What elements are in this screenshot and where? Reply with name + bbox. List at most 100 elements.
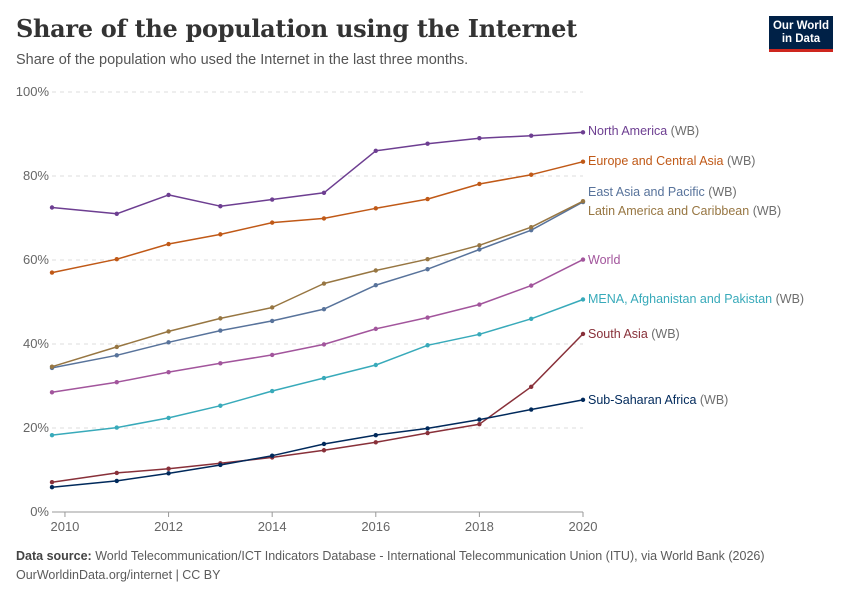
data-point[interactable]	[166, 340, 171, 345]
data-point[interactable]	[114, 478, 119, 484]
data-point[interactable]	[114, 256, 119, 262]
data-point[interactable]	[49, 270, 55, 275]
series-label-europe-and-central-asia[interactable]: Europe and Central Asia (WB)	[588, 154, 755, 168]
series-line[interactable]	[51, 160, 584, 274]
series-europe-and-central-asia[interactable]	[49, 159, 586, 275]
data-point[interactable]	[49, 432, 55, 438]
data-point[interactable]	[218, 316, 223, 321]
data-point[interactable]	[114, 211, 119, 216]
data-point[interactable]	[166, 192, 171, 198]
series-label-mena-afghanistan-and-pakistan[interactable]: MENA, Afghanistan and Pakistan (WB)	[588, 292, 804, 306]
series-line[interactable]	[51, 131, 584, 215]
data-point[interactable]	[269, 388, 275, 394]
data-point[interactable]	[580, 397, 586, 403]
data-point[interactable]	[321, 190, 327, 195]
data-point[interactable]	[425, 141, 430, 146]
data-point[interactable]	[321, 281, 327, 286]
series-line[interactable]	[51, 399, 584, 488]
data-point[interactable]	[49, 479, 55, 485]
data-point[interactable]	[218, 232, 223, 237]
data-point[interactable]	[114, 344, 119, 350]
series-sub-saharan-africa[interactable]	[49, 397, 586, 490]
data-point[interactable]	[321, 306, 327, 312]
data-point[interactable]	[114, 470, 119, 476]
series-label-sub-saharan-africa[interactable]: Sub-Saharan Africa (WB)	[588, 393, 728, 407]
data-point[interactable]	[425, 267, 430, 272]
data-point[interactable]	[218, 204, 223, 209]
data-point[interactable]	[373, 268, 378, 273]
data-point[interactable]	[580, 199, 586, 204]
data-point[interactable]	[580, 159, 586, 164]
series-label-east-asia-and-pacific[interactable]: East Asia and Pacific (WB)	[588, 185, 737, 199]
data-point[interactable]	[580, 297, 586, 302]
data-point[interactable]	[373, 326, 378, 332]
data-point[interactable]	[373, 283, 378, 288]
data-point[interactable]	[580, 257, 586, 262]
series-label-south-asia[interactable]: South Asia (WB)	[588, 327, 680, 341]
data-point[interactable]	[528, 316, 534, 321]
data-point[interactable]	[218, 403, 223, 408]
series-label-world[interactable]: World	[588, 253, 620, 267]
data-point[interactable]	[580, 331, 586, 337]
data-point[interactable]	[477, 136, 482, 141]
owid-logo[interactable]: Our World in Data	[769, 16, 833, 52]
data-point[interactable]	[477, 181, 482, 187]
data-point[interactable]	[269, 197, 275, 202]
data-point[interactable]	[580, 130, 586, 135]
series-latin-america-and-caribbean[interactable]	[49, 199, 586, 369]
data-point[interactable]	[166, 369, 171, 375]
credit-line[interactable]: OurWorldinData.org/internet | CC BY	[16, 568, 221, 582]
data-point[interactable]	[321, 375, 327, 381]
data-point[interactable]	[477, 332, 482, 337]
data-point[interactable]	[218, 328, 223, 333]
data-point[interactable]	[166, 471, 171, 476]
data-point[interactable]	[114, 425, 119, 430]
data-point[interactable]	[166, 329, 171, 334]
data-point[interactable]	[477, 422, 482, 427]
data-point[interactable]	[218, 361, 223, 366]
data-point[interactable]	[425, 315, 430, 320]
data-point[interactable]	[373, 148, 378, 153]
series-world[interactable]	[49, 257, 586, 395]
data-point[interactable]	[269, 318, 275, 324]
data-point[interactable]	[528, 225, 534, 230]
series-south-asia[interactable]	[49, 331, 586, 485]
data-point[interactable]	[269, 220, 275, 225]
data-point[interactable]	[49, 390, 55, 395]
data-point[interactable]	[269, 352, 275, 358]
data-point[interactable]	[528, 407, 534, 412]
data-point[interactable]	[114, 353, 119, 358]
series-line[interactable]	[51, 333, 584, 483]
data-point[interactable]	[321, 342, 327, 347]
data-point[interactable]	[528, 172, 534, 177]
data-point[interactable]	[373, 206, 378, 211]
data-point[interactable]	[269, 305, 275, 310]
data-point[interactable]	[49, 364, 55, 369]
series-line[interactable]	[51, 258, 584, 394]
series-east-asia-and-pacific[interactable]	[49, 199, 586, 371]
data-point[interactable]	[528, 133, 534, 138]
data-point[interactable]	[373, 362, 378, 368]
data-point[interactable]	[166, 241, 171, 247]
data-point[interactable]	[425, 196, 430, 202]
data-point[interactable]	[269, 453, 275, 458]
series-label-latin-america-and-caribbean[interactable]: Latin America and Caribbean (WB)	[588, 204, 781, 218]
data-point[interactable]	[477, 302, 482, 307]
data-point[interactable]	[425, 430, 430, 436]
series-north-america[interactable]	[49, 130, 586, 216]
data-point[interactable]	[528, 283, 534, 288]
data-point[interactable]	[477, 247, 482, 252]
data-point[interactable]	[166, 415, 171, 421]
series-mena-afghanistan-and-pakistan[interactable]	[49, 297, 586, 438]
data-point[interactable]	[321, 216, 327, 221]
series-line[interactable]	[51, 200, 584, 368]
data-point[interactable]	[49, 205, 55, 210]
data-point[interactable]	[425, 426, 430, 431]
data-point[interactable]	[477, 243, 482, 248]
data-point[interactable]	[373, 432, 378, 438]
series-label-north-america[interactable]: North America (WB)	[588, 124, 699, 138]
data-point[interactable]	[218, 462, 223, 468]
data-point[interactable]	[425, 256, 430, 262]
data-point[interactable]	[321, 441, 327, 447]
data-point[interactable]	[321, 448, 327, 453]
